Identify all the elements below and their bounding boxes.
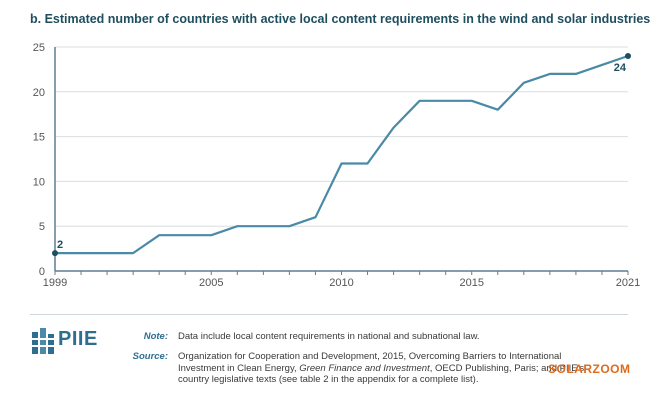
source-publication-title: Green Finance and Investment: [299, 362, 430, 374]
axes: [54, 47, 629, 275]
y-tick-label-3: 15: [33, 132, 45, 144]
building-icon: [32, 328, 54, 354]
source-line-1: Organization for Cooperation and Develop…: [178, 351, 562, 362]
x-tick-label-4: 2021: [616, 277, 640, 289]
note-label: Note:: [143, 331, 168, 342]
end-point-marker: [625, 52, 631, 59]
y-tick-label-0: 0: [39, 266, 45, 278]
y-tick-label-2: 10: [33, 176, 45, 188]
source-line-3: country legislative texts (see table 2 i…: [178, 374, 479, 385]
note-text: Data include local content requirements …: [178, 331, 480, 342]
series: [52, 52, 631, 257]
line-chart: 0 5 10 15 20 25 1999 2005 2010 2015 2021 2 24: [33, 42, 640, 289]
footer-divider: [30, 314, 628, 315]
x-tick-label-2: 2010: [329, 277, 353, 289]
y-tick-label-5: 25: [33, 42, 45, 54]
series-line: [55, 54, 629, 255]
source-line-2a: Investment in Clean Energy,: [178, 362, 300, 374]
source-label: Source:: [132, 351, 168, 362]
gridlines: [55, 46, 628, 227]
piie-logo: PIIE: [30, 326, 100, 356]
y-tick-label-1: 5: [39, 221, 45, 233]
x-tick-label-0: 1999: [43, 277, 67, 289]
start-point-marker: [52, 250, 58, 257]
start-value-label: 2: [57, 239, 63, 251]
end-value-label: 24: [614, 62, 627, 74]
chart-title: b. Estimated number of countries with ac…: [30, 12, 650, 26]
source-line-2b: , OECD Publishing, Paris; and PIIE's: [429, 362, 585, 374]
source-text: Organization for Cooperation and Develop…: [178, 351, 628, 386]
logo-text: PIIE: [58, 328, 98, 350]
x-tick-label-3: 2015: [459, 277, 483, 289]
y-tick-label-4: 20: [33, 87, 45, 99]
watermark: SOLARZOOM: [548, 362, 631, 376]
labels: 0 5 10 15 20 25 1999 2005 2010 2015 2021 2 24: [33, 42, 640, 289]
x-tick-label-1: 2005: [199, 277, 223, 289]
